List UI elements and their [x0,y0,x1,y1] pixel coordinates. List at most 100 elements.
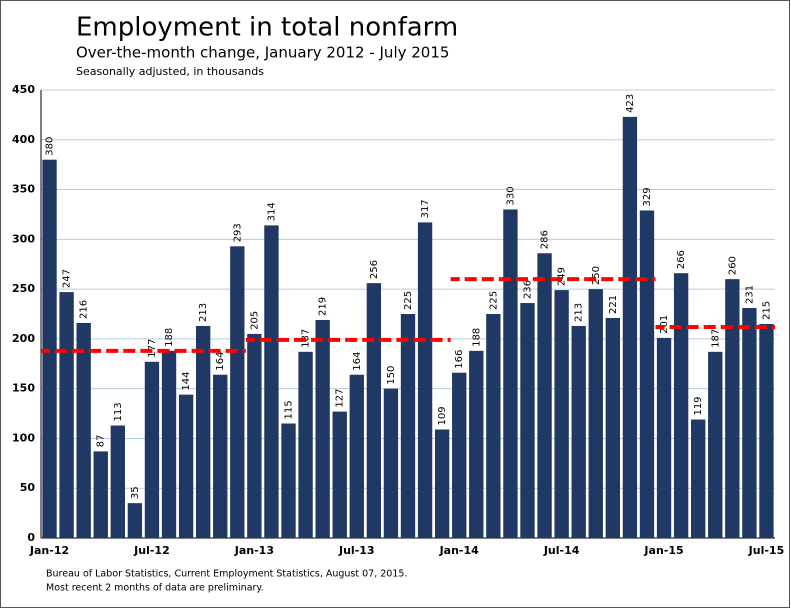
bar [656,337,672,538]
value-label: 219 [318,297,329,316]
chart-subtitle: Over-the-month change, January 2012 - Ju… [76,44,449,62]
value-label: 213 [574,303,585,322]
bar [315,319,330,538]
value-label: 314 [266,202,277,221]
bar [759,323,774,538]
bar [417,222,433,539]
bar [383,388,399,538]
bar [298,351,313,538]
bar [195,325,211,538]
y-tick-label: 450 [12,83,35,96]
bar [400,314,416,538]
value-label: 256 [369,260,380,279]
x-tick-label: Jan-15 [643,544,683,557]
value-label: 115 [284,400,295,419]
bar [742,308,757,538]
value-label: 260 [727,256,738,275]
value-label: 127 [335,388,346,407]
value-label: 144 [181,372,192,391]
value-label: 164 [352,352,363,371]
y-tick-label: 50 [20,481,36,494]
value-label: 119 [693,396,704,415]
value-label: 423 [625,94,636,113]
value-label: 164 [215,352,226,371]
bar [93,451,108,538]
footnote: Bureau of Labor Statistics, Current Empl… [46,569,407,580]
value-label: 188 [471,328,482,347]
value-label: 247 [62,269,73,288]
bar [469,350,484,538]
bar [281,423,296,538]
bar [605,317,621,538]
bar [349,374,364,538]
bar [76,322,91,538]
x-tick-label: Jan-14 [439,544,480,557]
x-tick-label: Jul-14 [543,544,580,557]
value-label: 215 [761,301,772,320]
value-label: 187 [710,329,721,348]
bar [537,253,552,538]
value-label: 166 [454,350,465,369]
bar [708,351,723,538]
bar [452,372,467,538]
value-label: 187 [301,329,312,348]
x-tick-label: Jan-13 [234,544,274,557]
bar [622,116,638,538]
y-tick-label: 150 [12,382,35,395]
y-tick-label: 0 [27,531,35,544]
value-label: 330 [505,186,516,205]
bar [554,290,569,538]
value-label: 205 [249,311,260,330]
value-label: 109 [437,406,448,425]
bar [725,279,740,538]
value-label: 317 [420,199,431,218]
x-tick-label: Jan-12 [29,544,69,557]
value-label: 201 [659,315,670,334]
value-label: 87 [96,435,107,448]
value-label: 231 [744,285,755,304]
bar [673,273,689,538]
bar [127,503,143,538]
bar [486,314,501,538]
bar [161,350,177,538]
y-tick-label: 300 [12,232,35,245]
bar [366,283,382,538]
value-label: 216 [79,300,90,319]
bar [588,289,603,538]
y-tick-label: 250 [12,282,35,295]
bar [503,209,518,538]
bar [144,361,160,538]
bar [59,292,74,538]
value-label: 213 [198,303,209,322]
chart-note: Seasonally adjusted, in thousands [76,65,264,78]
bar [434,429,450,538]
x-tick-label: Jul-15 [748,544,785,557]
value-label: 113 [113,402,124,421]
value-label: 249 [557,267,568,286]
y-tick-label: 100 [12,431,35,444]
y-tick-label: 350 [12,183,35,196]
bar [264,225,279,538]
y-tick-label: 200 [12,332,35,345]
value-label: 177 [147,339,158,358]
bar [247,333,262,538]
chart-title: Employment in total nonfarm [76,13,458,43]
value-label: 236 [522,280,533,299]
value-label: 380 [45,137,56,156]
value-label: 286 [540,230,551,249]
bar [178,394,194,538]
x-tick-label: Jul-13 [338,544,375,557]
value-label: 225 [488,291,499,310]
value-label: 35 [130,486,141,499]
value-label: 225 [403,291,414,310]
bar [332,411,347,538]
value-label: 221 [608,295,619,314]
y-tick-label: 400 [12,133,35,146]
value-label: 250 [591,266,602,285]
bar [571,325,586,538]
value-label: 266 [676,250,687,269]
value-label: 188 [164,328,175,347]
x-tick-label: Jul-12 [133,544,170,557]
